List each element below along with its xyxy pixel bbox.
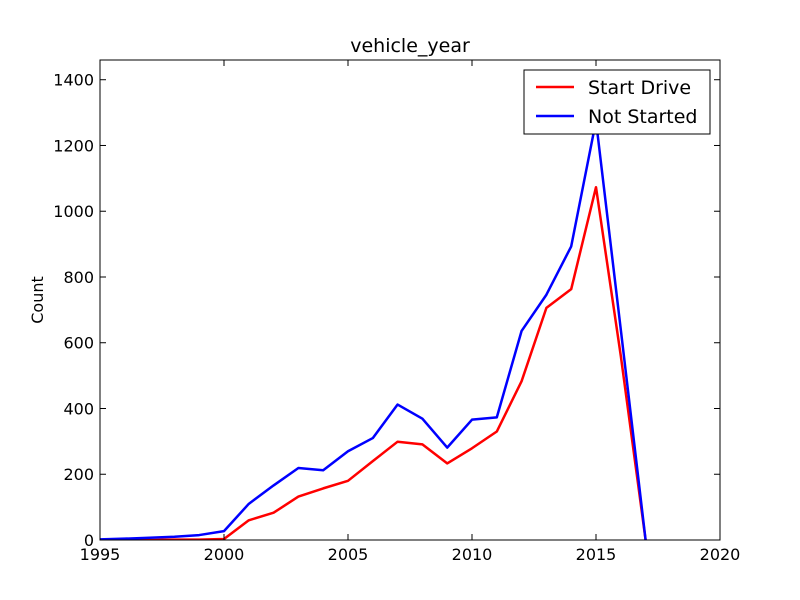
axes-frame xyxy=(99,59,721,541)
legend-box xyxy=(523,69,711,135)
y-tick-label: 0 xyxy=(84,531,94,550)
y-tick-label: 800 xyxy=(63,268,94,287)
y-tick-label: 1000 xyxy=(53,202,94,221)
ticks-layer: 1995 2000 2005 2010 2015 2020 0 200 400 600 800 100… xyxy=(53,60,740,564)
series-line-start-drive xyxy=(100,185,647,540)
y-tick-label: 600 xyxy=(63,334,94,353)
x-tick-label: 2020 xyxy=(700,545,741,564)
x-tick-label: 2015 xyxy=(576,545,617,564)
x-tick-label: 2000 xyxy=(204,545,245,564)
x-tick-label: 2005 xyxy=(328,545,369,564)
y-tick-label: 200 xyxy=(63,465,94,484)
series-layer xyxy=(100,119,647,540)
x-tick-label: 2010 xyxy=(452,545,493,564)
chart-title: vehicle_year xyxy=(350,35,470,57)
y-tick-label: 1400 xyxy=(53,71,94,90)
y-tick-label: 1200 xyxy=(53,136,94,155)
legend: Start Drive Not Started xyxy=(523,69,711,135)
y-tick-label: 400 xyxy=(63,399,94,418)
x-tick-label: 1995 xyxy=(80,545,121,564)
series-line-not-started xyxy=(100,119,647,540)
y-axis-label: Count xyxy=(28,276,47,324)
legend-label-not-started: Not Started xyxy=(588,106,698,128)
legend-label-start-drive: Start Drive xyxy=(588,77,691,99)
